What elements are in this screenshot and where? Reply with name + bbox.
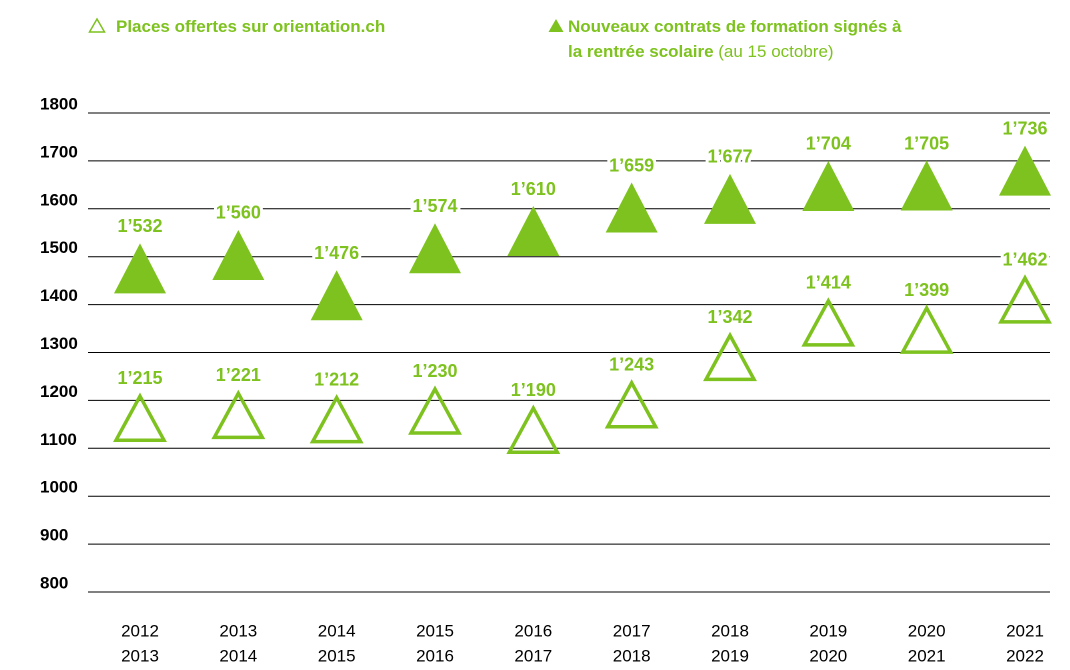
triangle-marker <box>409 223 461 274</box>
value-label: 1’215 <box>117 368 162 388</box>
y-tick-label: 1800 <box>40 94 78 113</box>
value-label: 1’610 <box>511 179 556 199</box>
value-label: 1’212 <box>314 369 359 389</box>
triangle-marker <box>408 385 462 435</box>
y-tick-label: 1400 <box>40 286 78 305</box>
triangle-marker <box>212 229 265 280</box>
value-label: 1’414 <box>806 273 851 293</box>
triangle-marker <box>113 392 167 442</box>
triangle-marker <box>211 389 266 440</box>
y-tick-label: 1300 <box>40 334 78 353</box>
legend-note: (au 15 octobre) <box>718 42 834 61</box>
value-label: 1’221 <box>216 365 261 385</box>
triangle-marker <box>309 393 364 444</box>
triangle-marker <box>507 206 560 257</box>
value-label: 1’532 <box>117 216 162 236</box>
value-label: 1’230 <box>412 361 457 381</box>
y-tick-label: 1000 <box>40 478 78 497</box>
x-tick-label: 2019 <box>711 646 749 665</box>
triangle-marker <box>703 331 757 382</box>
triangle-marker <box>506 404 561 454</box>
x-tick-label: 2020 <box>908 621 946 640</box>
triangle-marker <box>801 297 856 347</box>
y-tick-label: 1700 <box>40 142 78 161</box>
triangle-marker <box>899 304 954 354</box>
triangle-marker <box>114 243 166 294</box>
x-tick-label: 2016 <box>514 621 552 640</box>
triangle-marker <box>604 379 659 429</box>
value-label: 1’462 <box>1002 250 1047 270</box>
value-label: 1’560 <box>216 203 261 223</box>
value-label: 1’705 <box>904 133 949 153</box>
triangle-marker <box>999 145 1051 196</box>
x-tick-label: 2019 <box>809 621 847 640</box>
triangle-marker <box>998 274 1052 324</box>
x-tick-label: 2014 <box>318 621 356 640</box>
value-label: 1’574 <box>412 196 457 216</box>
legend-entry: Nouveaux contrats de formation signés à … <box>568 14 918 64</box>
x-tick-label: 2017 <box>514 646 552 665</box>
x-tick-label: 2016 <box>416 646 454 665</box>
legend-marker <box>88 17 106 33</box>
triangle-marker <box>704 173 756 224</box>
x-tick-label: 2018 <box>613 646 651 665</box>
triangle-marker <box>802 160 855 211</box>
triangle-marker <box>310 270 363 321</box>
y-tick-label: 1100 <box>40 430 77 449</box>
x-tick-label: 2014 <box>219 646 257 665</box>
x-tick-label: 2012 <box>121 621 159 640</box>
value-label: 1’659 <box>609 155 654 175</box>
value-label: 1’190 <box>511 380 556 400</box>
triangle-marker <box>605 182 658 233</box>
x-tick-label: 2013 <box>121 646 159 665</box>
y-tick-label: 1600 <box>40 190 78 209</box>
triangle-marker <box>900 160 953 211</box>
x-tick-label: 2021 <box>908 646 946 665</box>
legend-marker <box>548 19 564 32</box>
value-label: 1’704 <box>806 134 851 154</box>
x-tick-label: 2017 <box>613 621 651 640</box>
y-tick-label: 1200 <box>40 382 78 401</box>
y-tick-label: 800 <box>40 573 68 592</box>
value-label: 1’677 <box>707 147 752 167</box>
x-tick-label: 2020 <box>809 646 847 665</box>
y-tick-label: 900 <box>40 526 68 545</box>
x-tick-label: 2022 <box>1006 646 1044 665</box>
x-tick-label: 2015 <box>318 646 356 665</box>
value-label: 1’243 <box>609 355 654 375</box>
x-tick-label: 2013 <box>219 621 257 640</box>
value-label: 1’736 <box>1002 118 1047 138</box>
x-tick-label: 2021 <box>1006 621 1044 640</box>
x-tick-label: 2015 <box>416 621 454 640</box>
value-label: 1’399 <box>904 280 949 300</box>
legend-entry: Places offertes sur orientation.ch <box>116 17 386 36</box>
value-label: 1’342 <box>707 307 752 327</box>
y-tick-label: 1500 <box>40 238 78 257</box>
x-tick-label: 2018 <box>711 621 749 640</box>
value-label: 1’476 <box>314 243 359 263</box>
legend-label: Nouveaux contrats de formation signés à … <box>568 17 902 61</box>
